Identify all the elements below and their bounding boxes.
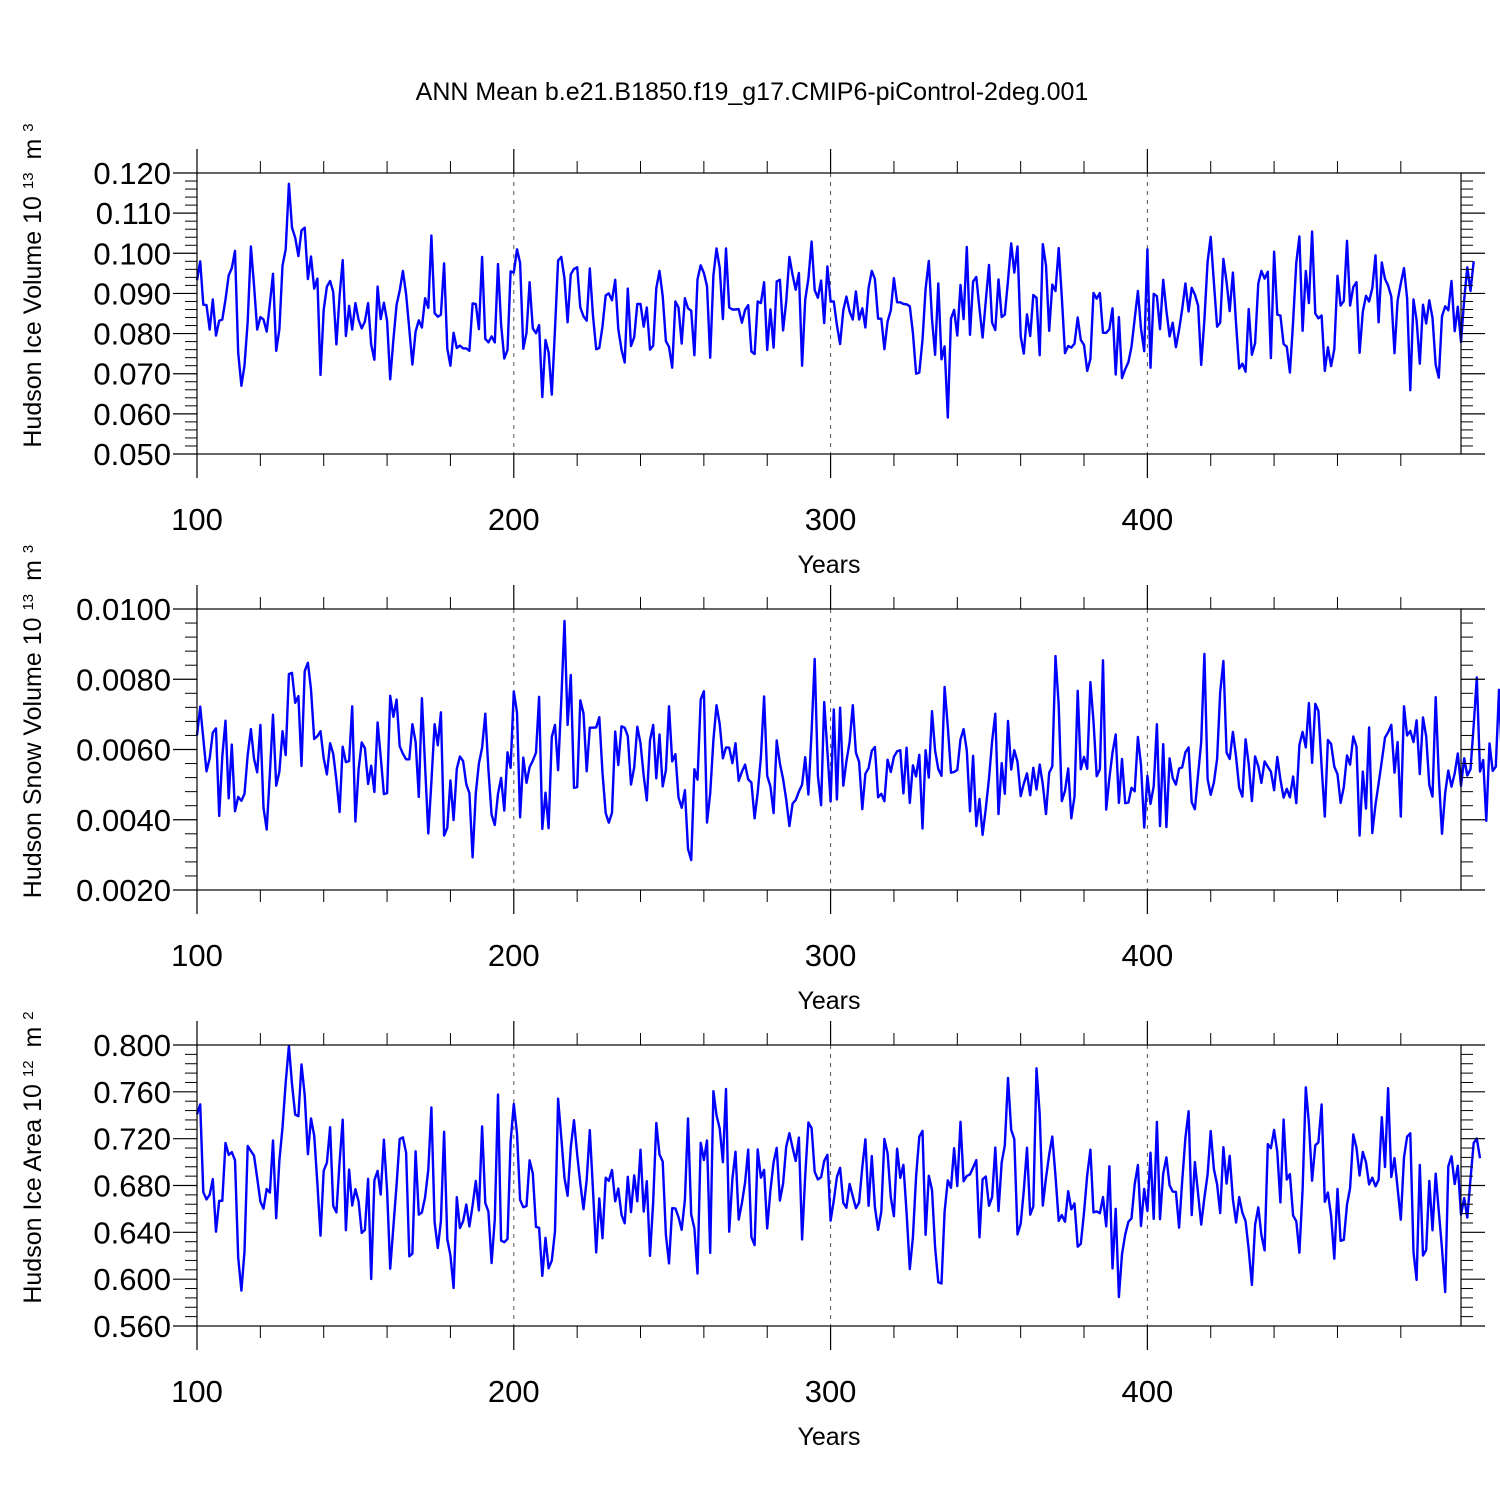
y-axis-title-unit-exponent: 3 <box>20 123 37 131</box>
y-axis-title: Hudson Ice Area 10 12 m 2 <box>19 1011 47 1303</box>
x-tick-label: 300 <box>805 938 857 973</box>
y-tick-label: 0.600 <box>93 1262 171 1297</box>
x-tick-label: 300 <box>805 502 857 537</box>
grid <box>513 609 1148 890</box>
figure-title: ANN Mean b.e21.B1850.f19_g17.CMIP6-piCon… <box>416 78 1089 106</box>
x-tick-label: 100 <box>171 938 223 973</box>
grid <box>513 173 1148 454</box>
x-tick-label: 400 <box>1122 502 1174 537</box>
y-axis-title-unit-exponent: 2 <box>20 1011 37 1019</box>
panel-ice-volume: 0.050 0.060 0.070 0.080 0.090 0.100 0.110 0.120… <box>19 123 1485 579</box>
y-tick-label: 0.090 <box>93 276 171 311</box>
x-tick-label: 100 <box>171 502 223 537</box>
plot-frame <box>196 608 1462 891</box>
y-tick-label: 0.110 <box>96 196 171 231</box>
ice-volume-line <box>195 182 1475 419</box>
plot-frame <box>196 172 1462 455</box>
x-tick-label: 400 <box>1122 1374 1174 1409</box>
y-axis-title-unit-exponent: 3 <box>20 545 37 553</box>
y-tick-label: 0.680 <box>93 1169 171 1204</box>
snow-volume-line <box>195 619 1500 862</box>
y-tick-label: 0.720 <box>93 1122 171 1157</box>
y-axis-title-unit: m <box>19 139 47 160</box>
grid <box>513 1045 1148 1326</box>
x-tick-label: 400 <box>1122 938 1174 973</box>
x-tick-labels: 100 200 300 400 <box>171 938 1173 973</box>
y-tick-label: 0.0100 <box>76 592 171 627</box>
y-tick-label: 0.080 <box>93 317 171 352</box>
x-tick-label: 100 <box>171 1374 223 1409</box>
panel-ice-area: 0.560 0.600 0.640 0.680 0.720 0.760 0.800 100 2… <box>19 1011 1485 1451</box>
y-tick-label: 0.760 <box>93 1075 171 1110</box>
y-axis-title-base: Hudson Ice Volume 10 <box>19 196 47 448</box>
y-tick-label: 0.0080 <box>76 662 171 697</box>
y-axis-title: Hudson Snow Volume 10 13 m 3 <box>19 545 47 898</box>
ticks <box>173 1021 1485 1350</box>
y-tick-label: 0.070 <box>93 357 171 392</box>
y-tick-label: 0.560 <box>93 1309 171 1344</box>
x-tick-label: 300 <box>805 1374 857 1409</box>
y-tick-label: 0.800 <box>93 1028 171 1063</box>
x-tick-label: 200 <box>488 502 540 537</box>
y-tick-label: 0.0020 <box>76 873 171 908</box>
ice-area-line <box>195 1044 1482 1299</box>
x-tick-label: 200 <box>488 1374 540 1409</box>
x-tick-labels: 100 200 300 400 <box>171 1374 1173 1409</box>
y-tick-label: 0.0060 <box>76 733 171 768</box>
y-axis-title-base: Hudson Snow Volume 10 <box>19 617 47 898</box>
y-axis-title: Hudson Ice Volume 10 13 m 3 <box>19 123 47 447</box>
y-tick-labels: 0.050 0.060 0.070 0.080 0.090 0.100 0.110 0.120 <box>93 156 171 472</box>
x-axis-title: Years <box>797 987 860 1015</box>
y-tick-label: 0.100 <box>93 236 171 271</box>
x-axis-title: Years <box>797 1423 860 1451</box>
y-axis-title-unit: m <box>19 560 47 581</box>
y-axis-title-exponent: 12 <box>20 1060 37 1077</box>
x-tick-labels: 100 200 300 400 <box>171 502 1173 537</box>
ticks <box>173 585 1485 914</box>
y-axis-title-base: Hudson Ice Area 10 <box>19 1084 47 1304</box>
y-axis-title-exponent: 13 <box>20 172 37 189</box>
y-tick-label: 0.640 <box>93 1215 171 1250</box>
y-tick-labels: 0.0020 0.0040 0.0060 0.0080 0.0100 <box>76 592 171 908</box>
y-tick-label: 0.060 <box>93 397 171 432</box>
x-tick-label: 200 <box>488 938 540 973</box>
panel-snow-volume: 0.0020 0.0040 0.0060 0.0080 0.0100 100 200 300… <box>19 545 1500 1015</box>
y-tick-label: 0.120 <box>93 156 171 191</box>
y-axis-title-exponent: 13 <box>20 594 37 611</box>
x-axis-title: Years <box>797 551 860 579</box>
y-tick-label: 0.050 <box>93 437 171 472</box>
y-tick-labels: 0.560 0.600 0.640 0.680 0.720 0.760 0.800 <box>93 1028 171 1344</box>
y-axis-title-unit: m <box>19 1027 47 1048</box>
y-tick-label: 0.0040 <box>76 803 171 838</box>
ticks <box>173 149 1485 478</box>
